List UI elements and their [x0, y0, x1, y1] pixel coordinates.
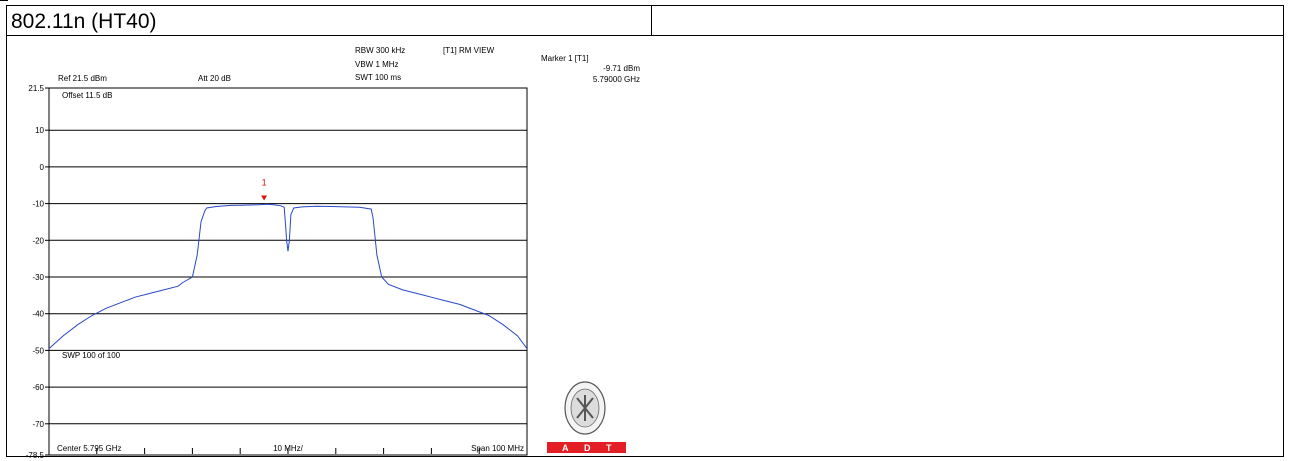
y-tick-label: -20 [32, 236, 44, 245]
logo-emblem [576, 395, 594, 421]
marker-group: 1 [261, 178, 268, 201]
division-label: 10 MHz/ [273, 444, 304, 453]
page-title: 802.11n (HT40) [11, 10, 157, 33]
marker-level: -9.71 dBm [603, 64, 640, 73]
logo-red-bar [547, 442, 626, 453]
vbw-label: VBW 1 MHz [355, 60, 399, 69]
span-label: Span 100 MHz [471, 444, 524, 453]
sweep-count-label: SWP 100 of 100 [62, 351, 121, 360]
center-frequency-label: Center 5.795 GHz [57, 444, 121, 453]
swt-label: SWT 100 ms [355, 73, 401, 82]
marker-number: 1 [262, 178, 267, 188]
logo-letter-d: D [584, 443, 591, 453]
trace-mode-label: [T1] RM VIEW [443, 46, 495, 55]
ref-level-label: Ref 21.5 dBm [58, 74, 107, 83]
top-edge-line [0, 0, 8, 1]
y-tick-label: -30 [32, 273, 44, 282]
y-tick-label: -10 [32, 200, 44, 209]
marker-frequency: 5.79000 GHz [593, 75, 640, 84]
x-axis-ticks [96, 448, 480, 454]
table-frame: 802.11n (HT40) [6, 5, 1284, 457]
bureau-veritas-logo: A D T [547, 381, 626, 453]
attenuation-label: Att 20 dB [198, 74, 231, 83]
logo-letter-a: A [562, 443, 569, 453]
y-tick-label: 0 [40, 163, 45, 172]
rbw-label: RBW 300 kHz [355, 46, 405, 55]
header-cell-divider [651, 6, 652, 35]
plot-area [48, 87, 528, 456]
header-divider [7, 35, 1283, 36]
y-tick-label: 10 [35, 126, 44, 135]
y-tick-label: -40 [32, 310, 44, 319]
marker-title: Marker 1 [T1] [541, 54, 589, 63]
y-axis: 21.5 10 0 -10 -20 -30 -40 -50 -60 -70 -78.5 [26, 84, 49, 460]
y-tick-label: -60 [32, 383, 44, 392]
y-tick-label: 21.5 [28, 84, 44, 93]
offset-label: Offset 11.5 dB [62, 91, 112, 100]
logo-letter-t: T [606, 443, 612, 453]
grid [49, 129, 527, 425]
y-tick-label: -50 [32, 346, 44, 355]
marker-triangle [261, 195, 268, 201]
trace-line [48, 203, 528, 349]
y-tick-label: -70 [32, 420, 44, 429]
y-tick-label: -78.5 [26, 451, 45, 460]
